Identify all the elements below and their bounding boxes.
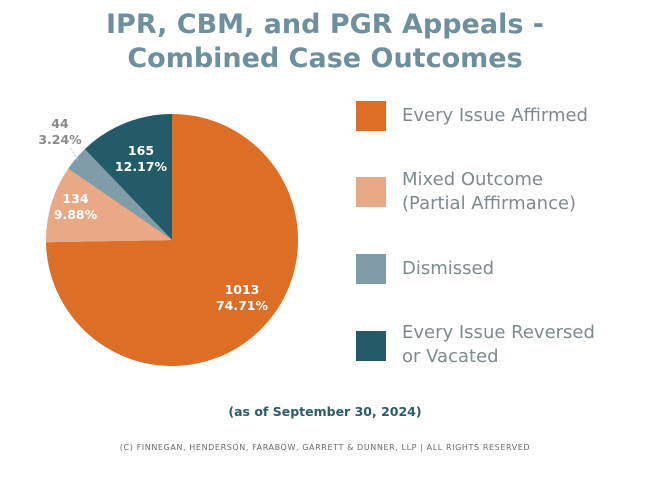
pie-slice-dismissed: [68, 149, 172, 240]
legend-swatch-mixed: [356, 177, 386, 207]
data-label-count-reversed: 165: [128, 143, 154, 158]
legend-text-reversed-line-2: or Vacated: [402, 346, 499, 367]
data-label-count-dismissed: 44: [51, 116, 69, 131]
legend-text-reversed: Every Issue Reversed: [402, 322, 595, 343]
data-label-percent-dismissed: 3.24%: [38, 132, 82, 147]
chart-title-line-2: Combined Case Outcomes: [127, 43, 523, 74]
legend-swatch-dismissed: [356, 254, 386, 284]
data-label-count-affirmed: 1013: [225, 282, 260, 297]
legend-text-affirmed: Every Issue Affirmed: [402, 105, 588, 126]
legend-text-dismissed: Dismissed: [402, 258, 495, 279]
legend-text-mixed-line-2: (Partial Affirmance): [402, 193, 577, 214]
legend-swatch-reversed: [356, 331, 386, 361]
chart-title: IPR, CBM, and PGR Appeals - Combined Cas…: [0, 8, 650, 76]
chart-title-line-1: IPR, CBM, and PGR Appeals -: [105, 9, 545, 40]
pie-slice-affirmed: [46, 114, 299, 366]
date-note: (as of September 30, 2024): [228, 404, 422, 419]
legend-text-mixed: Mixed Outcome: [402, 169, 544, 190]
legend-label-dismissed: Dismissed: [402, 257, 494, 281]
data-label-percent-affirmed: 74.71%: [216, 298, 269, 313]
legend-label-affirmed: Every Issue Affirmed: [402, 104, 588, 128]
pie-slice-reversed: [84, 114, 172, 240]
legend-swatch-affirmed: [356, 101, 386, 131]
pie-slice-mixed: [45, 168, 172, 243]
leader-line-dismissed: [69, 147, 79, 161]
legend-label-mixed: Mixed Outcome (Partial Affirmance): [402, 168, 576, 216]
data-label-percent-mixed: 9.88%: [54, 207, 98, 222]
data-label-count-mixed: 134: [62, 191, 88, 206]
data-label-percent-reversed: 12.17%: [115, 159, 168, 174]
copyright-notice: (c) Finnegan, Henderson, Farabow, Garret…: [119, 443, 531, 452]
legend-label-reversed: Every Issue Reversed or Vacated: [402, 321, 595, 369]
